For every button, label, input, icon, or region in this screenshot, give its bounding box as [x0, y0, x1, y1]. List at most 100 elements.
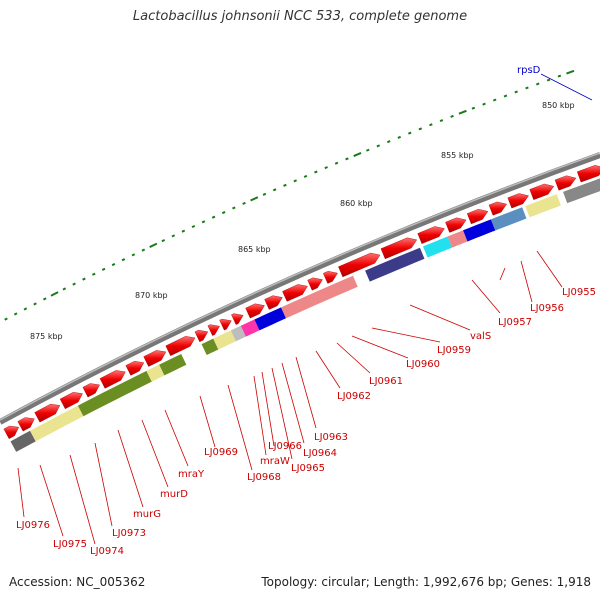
kbp-tick-mark — [43, 297, 47, 301]
gene-label-LJ0960: LJ0960 — [406, 359, 440, 370]
kbp-tick-mark — [557, 74, 562, 78]
gene-label-LJ0965: LJ0965 — [291, 463, 325, 474]
kbp-tick-mark — [13, 312, 18, 316]
kbp-tick-mark — [429, 123, 433, 127]
cog-feature-block — [159, 353, 187, 376]
gene-label-mraW: mraW — [260, 456, 290, 467]
kbp-label-875: 875 kbp — [30, 332, 63, 341]
kbp-tick-mark — [232, 206, 236, 210]
kbp-tick-mark — [514, 90, 518, 94]
genome-backbone-highlight — [0, 152, 600, 421]
kbp-tick-mark — [376, 144, 381, 148]
map-title: Lactobacillus johnsonii NCC 533, complet… — [132, 9, 468, 24]
kbp-tick-mark — [334, 161, 339, 165]
cog-feature-block — [490, 207, 527, 231]
kbp-label-850: 850 kbp — [542, 101, 575, 110]
kbp-tick-mark — [23, 307, 28, 311]
cog-feature-block — [213, 330, 236, 350]
kbp-label-860: 860 kbp — [340, 199, 373, 208]
kbp-tick-mark — [407, 131, 412, 135]
gene-labels: LJ0955 LJ0956 LJ0957 valS LJ0959 LJ0960 … — [16, 65, 596, 557]
kbp-tick-mark — [121, 258, 126, 262]
gene-label-LJ0973: LJ0973 — [112, 528, 146, 539]
gene-arrow — [323, 271, 338, 284]
gene-label-LJ0959: LJ0959 — [437, 345, 471, 356]
gene-arrow — [207, 324, 220, 336]
gene-arrow — [282, 284, 308, 302]
cog-feature-block — [10, 430, 36, 452]
gene-label-valS: valS — [470, 331, 491, 342]
kbp-tick-mark — [4, 317, 8, 321]
gene-label-LJ0968: LJ0968 — [247, 472, 281, 483]
kbp-tick-mark — [397, 135, 402, 139]
gene-label-LJ0974: LJ0974 — [90, 546, 124, 557]
cog-feature-block — [525, 194, 561, 218]
gene-arrow — [264, 295, 283, 310]
cog-feature-block — [77, 370, 152, 417]
genome-summary-text: Topology: circular; Length: 1,992,676 bp… — [261, 575, 591, 589]
label-leader-lines — [17, 73, 593, 545]
cog-block-track — [10, 178, 600, 452]
genome-backbone — [0, 152, 600, 425]
gene-arrow — [99, 370, 126, 389]
kbp-tick-mark — [242, 201, 246, 205]
rpsD-leader-line — [540, 73, 593, 101]
kbp-tick-mark — [211, 215, 216, 219]
gene-label-LJ0963: LJ0963 — [314, 432, 348, 443]
gene-arrow — [338, 252, 381, 278]
kbp-tick-mark — [191, 224, 196, 229]
kbp-tick-mark — [492, 98, 497, 102]
gene-label-rpsD: rpsD — [517, 65, 541, 76]
kbp-tick-mark — [72, 282, 76, 286]
kbp-tick-mark — [525, 86, 529, 90]
gene-label-LJ0962: LJ0962 — [337, 391, 371, 402]
gene-arrow — [466, 208, 489, 225]
kbp-tick-mark — [450, 114, 454, 118]
gene-arrow — [143, 350, 167, 367]
kbp-tick-track — [4, 69, 575, 321]
gene-label-LJ0969: LJ0969 — [204, 447, 238, 458]
cog-feature-block — [254, 307, 287, 331]
kbp-tick-mark — [201, 220, 206, 224]
gene-label-LJ0961: LJ0961 — [369, 376, 403, 387]
kbp-tick-mark — [91, 272, 96, 276]
cog-feature-block — [463, 219, 496, 242]
gene-arrow — [3, 425, 20, 439]
gene-arrow — [194, 329, 209, 343]
kbp-tick-mark — [458, 109, 467, 115]
gene-arrow — [125, 360, 145, 376]
gene-arrow — [307, 277, 323, 291]
kbp-tick-mark — [141, 248, 146, 252]
kbp-tick-mark — [283, 183, 287, 187]
gene-arrow — [554, 175, 577, 191]
gene-arrow — [445, 217, 467, 233]
gene-label-murG: murG — [133, 509, 161, 520]
kbp-label-855: 855 kbp — [441, 151, 474, 160]
cog-feature-block — [281, 275, 358, 319]
kbp-tick-mark — [82, 277, 86, 281]
kbp-tick-mark — [418, 127, 423, 131]
cds-arrow-track — [3, 165, 600, 439]
gene-arrow — [17, 417, 35, 432]
cog-feature-block — [240, 319, 260, 337]
cog-feature-block — [146, 364, 165, 382]
gene-arrow — [576, 165, 600, 183]
gene-arrow — [507, 193, 529, 209]
gene-label-murD: murD — [160, 489, 188, 500]
cog-feature-block — [30, 405, 84, 442]
kbp-tick-mark — [303, 174, 308, 178]
kbp-tick-mark — [546, 78, 551, 82]
gene-arrow — [529, 183, 555, 200]
kbp-tick-mark — [250, 196, 259, 202]
gene-label-mraY: mraY — [178, 469, 205, 480]
accession-text: Accession: NC_005362 — [9, 575, 146, 589]
kbp-tick-mark — [262, 192, 267, 196]
gene-arrow — [488, 201, 507, 216]
kbp-tick-mark — [62, 287, 67, 291]
kbp-tick-mark — [366, 148, 370, 152]
cog-feature-block — [230, 325, 246, 342]
kbp-tick-mark — [111, 262, 116, 267]
kbp-label-870: 870 kbp — [135, 291, 168, 300]
gene-arrow — [34, 403, 61, 423]
